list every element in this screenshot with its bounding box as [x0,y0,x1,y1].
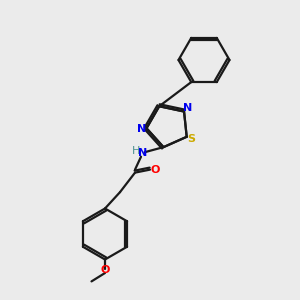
Text: O: O [151,165,160,175]
Text: N: N [183,103,193,113]
Text: O: O [100,265,110,275]
Text: N: N [136,124,146,134]
Text: H: H [131,146,140,156]
Text: S: S [188,134,195,145]
Text: N: N [138,148,147,158]
